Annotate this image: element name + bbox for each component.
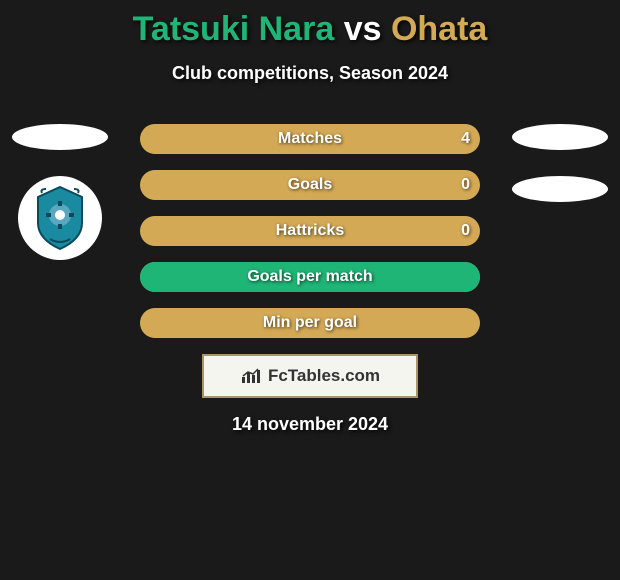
stat-bars: Matches 4 Goals 0 Hattricks 0 Goals per … [140, 124, 480, 338]
stat-bar: Goals 0 [140, 170, 480, 200]
player1-name: Tatsuki Nara [133, 10, 335, 48]
bar-value-right: 0 [461, 216, 470, 246]
player1-avatar [18, 176, 102, 260]
left-column [12, 124, 108, 260]
stat-bar: Goals per match [140, 262, 480, 292]
bar-label: Matches [140, 124, 480, 154]
chart-icon [240, 367, 262, 385]
watermark: FcTables.com [202, 354, 418, 398]
title-vs: vs [344, 10, 382, 48]
content-area: Matches 4 Goals 0 Hattricks 0 Goals per … [0, 124, 620, 435]
left-team-oval [12, 124, 108, 150]
date-text: 14 november 2024 [0, 414, 620, 435]
right-team-oval-2 [512, 176, 608, 202]
bar-value-right: 0 [461, 170, 470, 200]
right-column [512, 124, 608, 228]
stat-bar: Hattricks 0 [140, 216, 480, 246]
stat-bar: Matches 4 [140, 124, 480, 154]
bar-label: Goals [140, 170, 480, 200]
club-crest-icon [32, 185, 88, 251]
comparison-title: Tatsuki Nara vs Ohata [0, 0, 620, 49]
right-team-oval-1 [512, 124, 608, 150]
bar-label: Min per goal [140, 308, 480, 338]
watermark-text: FcTables.com [268, 366, 380, 386]
bar-label: Goals per match [140, 262, 480, 292]
bar-value-right: 4 [461, 124, 470, 154]
subtitle: Club competitions, Season 2024 [0, 63, 620, 84]
player2-name: Ohata [391, 10, 487, 48]
stat-bar: Min per goal [140, 308, 480, 338]
bar-label: Hattricks [140, 216, 480, 246]
